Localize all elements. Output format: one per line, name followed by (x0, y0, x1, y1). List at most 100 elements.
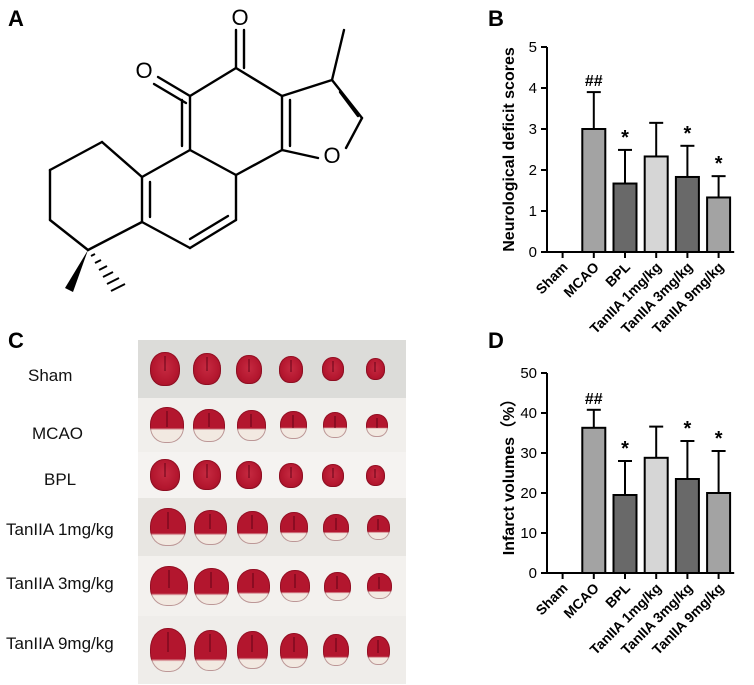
slice-row (138, 340, 406, 398)
slice-midline (292, 415, 294, 428)
slice-midline (336, 575, 338, 589)
panel-letter-c: C (8, 328, 24, 353)
slice-midline (168, 570, 170, 588)
slice-midline (377, 518, 379, 530)
brain-slice (150, 628, 186, 672)
group-label-taniia-1: TanIIA 1mg/kg (6, 520, 114, 539)
bar-taniia-3mg-kg (674, 478, 700, 574)
slice-midline (250, 413, 252, 428)
y-axis-label: Neurological deficit scores (501, 47, 518, 252)
brain-slice (366, 413, 388, 437)
brain-slice (279, 411, 307, 439)
slice-midline (209, 513, 211, 530)
y-tick-label: 30 (520, 445, 537, 462)
atom-oxygen-2: O (135, 58, 152, 83)
slice-midline (206, 464, 208, 478)
chemical-structure: O O O (48, 5, 364, 292)
slice-midline (290, 359, 292, 372)
brain-slice (366, 573, 392, 599)
significance-annotation: ## (585, 391, 603, 408)
brain-slice (279, 462, 303, 488)
y-tick-label: 40 (520, 405, 537, 422)
slice-midline (374, 468, 376, 478)
brain-slice (193, 509, 227, 545)
brain-slice (236, 631, 268, 669)
brain-slice (193, 629, 227, 671)
slice-midline (166, 411, 168, 428)
brain-slice (150, 508, 186, 546)
brain-slice (323, 571, 351, 601)
brain-slice (193, 408, 225, 442)
group-label-mcao: MCAO (32, 424, 83, 443)
significance-annotation: * (684, 418, 692, 440)
slice-midline (252, 573, 254, 589)
brain-slice (150, 459, 180, 491)
slice-midline (290, 466, 292, 478)
y-tick-label: 0 (529, 565, 537, 582)
y-tick-label: 0 (529, 244, 537, 261)
y-tick-label: 1 (529, 203, 537, 220)
y-tick-label: 4 (529, 80, 537, 97)
y-tick-label: 3 (529, 121, 537, 138)
brain-slice (193, 460, 221, 490)
brain-slice-photo (138, 340, 406, 684)
y-tick-label: 10 (520, 525, 537, 542)
brain-slice (322, 357, 344, 381)
slice-midline (376, 417, 378, 428)
slice-midline (332, 467, 334, 478)
slice-midline (210, 571, 212, 589)
slice-midline (378, 577, 380, 589)
y-tick-label: 5 (529, 39, 537, 56)
bar-mcao (581, 426, 607, 574)
significance-annotation: * (621, 438, 629, 460)
slice-midline (164, 356, 166, 372)
y-tick-label: 2 (529, 162, 537, 179)
brain-slice (150, 352, 180, 386)
slice-midline (293, 636, 295, 653)
slice-midline (335, 517, 337, 530)
bar-bpl (612, 494, 638, 574)
significance-annotation: * (621, 127, 629, 149)
group-label-sham: Sham (28, 366, 73, 385)
y-axis-label: Infarct volumes（%） (500, 391, 518, 556)
bar-taniia-1mg-kg (643, 456, 669, 574)
slice-midline (248, 465, 250, 478)
slice-midline (251, 514, 253, 530)
panel-letter-a: A (8, 6, 24, 31)
brain-slice (236, 354, 262, 384)
brain-slice (236, 569, 270, 603)
panel-letter-b: B (488, 6, 504, 31)
wedge-bond (65, 250, 88, 292)
brain-slice (150, 566, 188, 606)
slice-midline (332, 361, 334, 372)
slice-midline (167, 632, 169, 652)
brain-slice (279, 355, 303, 383)
brain-slice (236, 409, 266, 441)
brain-slice (280, 570, 310, 602)
slice-midline (167, 512, 169, 530)
brain-slice (365, 464, 385, 486)
slice-midline (251, 635, 253, 653)
slice-midline (209, 633, 211, 652)
hash-bond (90, 253, 126, 292)
slice-midline (335, 638, 337, 653)
slice-row (138, 616, 406, 684)
slice-midline (374, 362, 376, 372)
brain-slice (193, 567, 229, 605)
slice-row (138, 498, 406, 556)
brain-slice (323, 513, 349, 541)
brain-slice (323, 412, 347, 438)
brain-slice (236, 461, 262, 489)
brain-slice (280, 632, 308, 668)
atom-oxygen-3: O (323, 143, 340, 168)
group-label-taniia-9: TanIIA 9mg/kg (6, 634, 114, 653)
brain-slice (323, 634, 349, 666)
significance-annotation: * (715, 428, 723, 450)
slice-midline (208, 412, 210, 428)
bar-taniia-9mg-kg (706, 492, 732, 574)
significance-annotation: * (715, 153, 723, 175)
brain-slice (365, 358, 385, 380)
brain-slice (150, 407, 184, 443)
slice-midline (164, 463, 166, 478)
